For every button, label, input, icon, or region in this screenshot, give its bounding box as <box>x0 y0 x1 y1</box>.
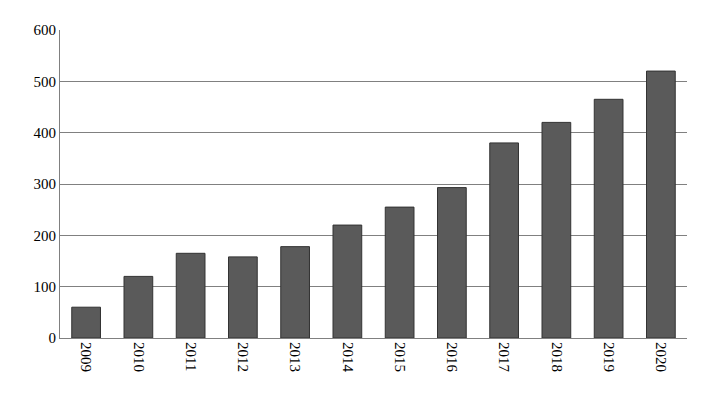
svg-text:2020: 2020 <box>653 342 669 372</box>
svg-text:2012: 2012 <box>235 342 251 372</box>
svg-text:0: 0 <box>49 330 57 346</box>
svg-text:400: 400 <box>34 125 57 141</box>
svg-text:600: 600 <box>34 22 57 38</box>
svg-text:300: 300 <box>34 176 57 192</box>
svg-text:2013: 2013 <box>287 342 303 372</box>
svg-text:2015: 2015 <box>392 342 408 372</box>
svg-text:2010: 2010 <box>131 342 147 372</box>
svg-text:2014: 2014 <box>340 342 356 373</box>
svg-text:500: 500 <box>34 74 57 90</box>
svg-text:200: 200 <box>34 228 57 244</box>
svg-text:2016: 2016 <box>444 342 460 373</box>
svg-text:2009: 2009 <box>78 342 94 372</box>
svg-text:2019: 2019 <box>601 342 617 372</box>
svg-text:2018: 2018 <box>549 342 565 372</box>
svg-text:2011: 2011 <box>183 342 199 371</box>
svg-text:2017: 2017 <box>496 342 512 373</box>
svg-text:100: 100 <box>34 279 57 295</box>
